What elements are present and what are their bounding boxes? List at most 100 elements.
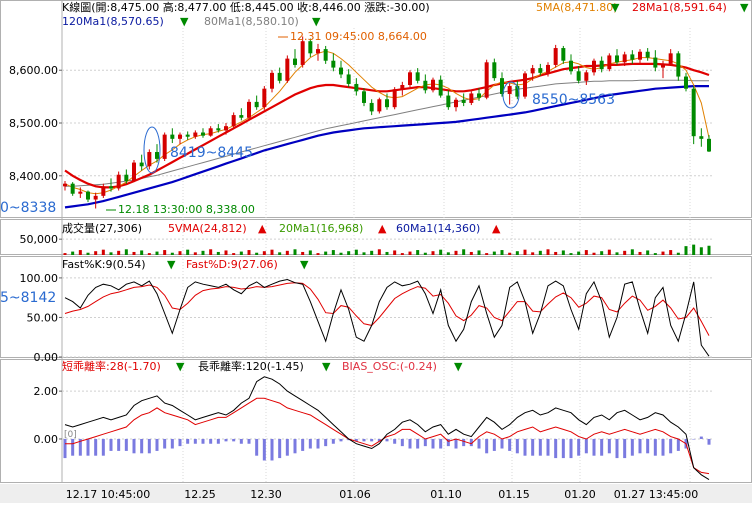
candle-body [630,54,635,60]
volume-bar [531,252,535,255]
volume-bar [669,250,673,255]
candle-body [224,126,228,131]
x-tick-label-2: 12.30 [250,488,282,501]
candle-body [530,68,535,74]
bias-short-label: 短乖離率:28(-1.70) [62,359,161,373]
bias-osc-bar [186,438,190,444]
range1-label: 8419~8445 [170,145,253,161]
volume-bar [347,251,351,255]
volume-bar [423,252,427,255]
x-tick-label-0: 12.17 10:45:00 [66,488,150,501]
candle-body [546,64,550,73]
bias-lines [64,376,710,481]
x-tick-label-7: 01.27 13:45:00 [614,488,698,501]
volume-bar [170,252,174,255]
candle-body [369,102,374,112]
volume-bar [324,251,328,255]
bias-osc-bar [163,438,167,449]
volume-bar [439,249,443,255]
bias-long-line [65,397,710,475]
fastk-label: Fast%K:9(0.54) [62,258,146,271]
candle-body [553,48,558,65]
price-tick-label-2: 8,400.00 [9,170,58,183]
bias-osc-bar [676,438,680,451]
volume-bar [584,250,588,255]
candle-body [538,68,543,73]
bias-osc-bar [247,438,251,444]
x-tick-label-5: 01.15 [498,488,530,501]
bias-osc-bar [469,438,473,447]
candle-body [116,174,121,189]
candle-body [262,88,267,108]
candle-body [331,60,336,68]
volume-bar [523,249,527,255]
candle-body [300,41,305,65]
candle-body [699,136,704,139]
panel-frame-1 [0,219,752,255]
ma120-arrow-icon: ▼ [180,15,189,28]
volume-bar [623,250,627,255]
candle-body [216,128,221,131]
bias-osc-bar [140,438,144,454]
bias-flag: [0] [64,430,77,440]
candle-body [178,134,182,139]
fastd-line [64,282,710,336]
bias-tick-label-1: 0.00 [34,433,59,446]
ma120-line [64,84,709,209]
bias-osc-bar [270,438,274,461]
price-tick-label-1: 8,500.00 [9,117,58,130]
volume-bar [707,245,711,255]
bias-osc-bar [569,438,573,459]
volume-bar [546,249,550,255]
bias-osc-bar [339,438,343,442]
candle-body [70,183,75,194]
bias-osc-bar [500,438,504,449]
candle-body [569,60,573,72]
candle-body [438,79,443,96]
bias-osc-bar [324,438,328,447]
candle-body [231,115,236,127]
volume-bar [262,251,266,255]
bias-osc-bar [354,438,358,442]
volume-bar [477,250,481,255]
bias-osc-bar [546,438,550,456]
bias-osc-bar [554,438,558,459]
bias-osc-bar [699,436,703,439]
bias-osc-bar [377,438,381,442]
kd-lines [64,278,710,357]
candle-body [599,60,604,70]
bias-osc-bar [454,438,458,449]
candle-body [691,88,696,137]
bias-osc-bar [600,438,604,456]
bias-osc-bar [301,438,305,451]
candle-body [392,89,397,108]
volume-y-axis: 50,000 [20,233,712,246]
bias-osc-bar [646,438,650,454]
bias-osc-bar [178,438,182,447]
volume-bar [661,251,665,255]
candle-body [132,162,136,182]
bias-osc-bar [155,438,159,451]
candle-body [576,71,581,81]
candle-body [63,183,67,187]
volume-bar [607,249,611,255]
candle-body [415,72,420,81]
bias-osc-bar [485,438,489,454]
volume-bar [308,250,312,255]
volume-bar [554,251,558,255]
bias-osc-bar [462,438,466,447]
vma20-arrow-icon: ▲ [378,222,387,235]
bias-osc-bar [408,438,412,449]
bias-osc-bar [109,438,113,451]
bias-osc-bar [331,438,335,444]
volume-bar [485,253,489,255]
candle-body [469,93,474,103]
candle-body [155,152,159,159]
bias-osc-bar [255,438,259,456]
kd-tick-label-0: 100.00 [20,272,59,285]
volume-bar [193,252,197,255]
range2-label: 8550~8563 [532,92,615,108]
bias-osc-bar [293,438,297,454]
